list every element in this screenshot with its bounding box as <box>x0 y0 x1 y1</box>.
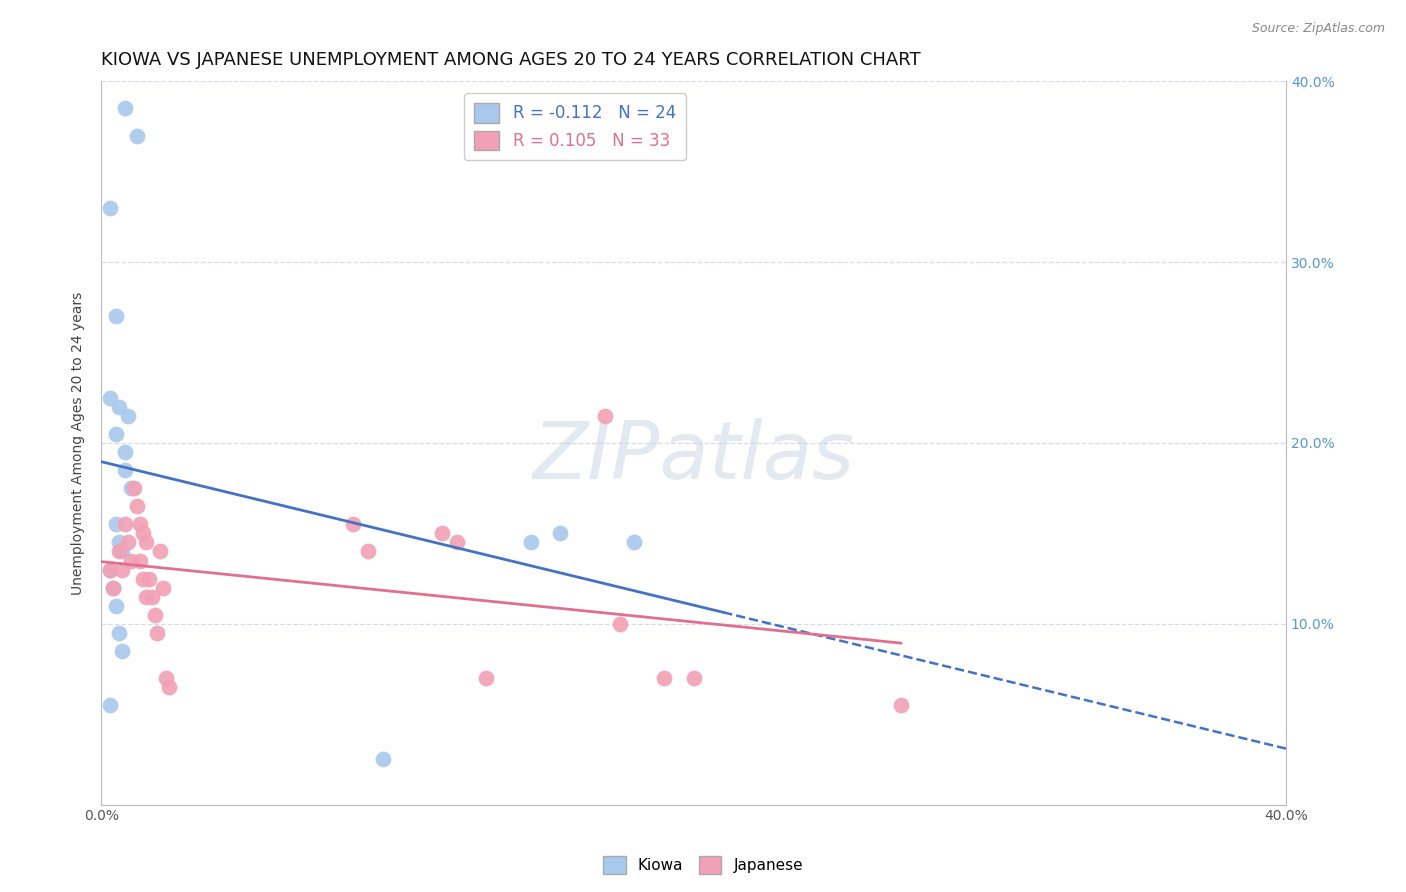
Point <box>152 581 174 595</box>
Point <box>149 544 172 558</box>
Point <box>146 625 169 640</box>
Point <box>117 409 139 423</box>
Point <box>114 517 136 532</box>
Point <box>623 535 645 549</box>
Point <box>101 581 124 595</box>
Point <box>138 572 160 586</box>
Point <box>141 590 163 604</box>
Point <box>125 500 148 514</box>
Point <box>105 426 128 441</box>
Point <box>682 671 704 685</box>
Point <box>593 409 616 423</box>
Point <box>114 102 136 116</box>
Point <box>131 526 153 541</box>
Point <box>550 526 572 541</box>
Point <box>111 563 134 577</box>
Point <box>98 391 121 405</box>
Point <box>117 535 139 549</box>
Point <box>430 526 453 541</box>
Point <box>128 553 150 567</box>
Point <box>131 572 153 586</box>
Point <box>357 544 380 558</box>
Point <box>155 671 177 685</box>
Point <box>108 544 131 558</box>
Point <box>111 644 134 658</box>
Point <box>125 128 148 143</box>
Point <box>105 599 128 613</box>
Point <box>342 517 364 532</box>
Text: ZIPatlas: ZIPatlas <box>533 418 855 497</box>
Point <box>114 445 136 459</box>
Text: KIOWA VS JAPANESE UNEMPLOYMENT AMONG AGES 20 TO 24 YEARS CORRELATION CHART: KIOWA VS JAPANESE UNEMPLOYMENT AMONG AGE… <box>101 51 921 69</box>
Point <box>108 400 131 414</box>
Point <box>98 563 121 577</box>
Point <box>120 481 142 495</box>
Point <box>98 698 121 713</box>
Legend: R = -0.112   N = 24, R = 0.105   N = 33: R = -0.112 N = 24, R = 0.105 N = 33 <box>464 94 686 161</box>
Point <box>890 698 912 713</box>
Legend: Kiowa, Japanese: Kiowa, Japanese <box>596 850 810 880</box>
Point <box>519 535 541 549</box>
Point <box>652 671 675 685</box>
Text: Source: ZipAtlas.com: Source: ZipAtlas.com <box>1251 22 1385 36</box>
Point <box>120 553 142 567</box>
Point <box>108 625 131 640</box>
Point <box>105 517 128 532</box>
Point <box>98 563 121 577</box>
Point <box>157 680 180 694</box>
Point <box>101 581 124 595</box>
Point <box>128 517 150 532</box>
Point <box>108 535 131 549</box>
Point <box>114 463 136 477</box>
Point <box>475 671 498 685</box>
Y-axis label: Unemployment Among Ages 20 to 24 years: Unemployment Among Ages 20 to 24 years <box>72 292 86 595</box>
Point <box>446 535 468 549</box>
Point <box>105 310 128 324</box>
Point <box>143 607 166 622</box>
Point <box>135 535 157 549</box>
Point <box>98 201 121 215</box>
Point <box>111 544 134 558</box>
Point <box>135 590 157 604</box>
Point <box>609 616 631 631</box>
Point <box>122 481 145 495</box>
Point <box>371 752 394 766</box>
